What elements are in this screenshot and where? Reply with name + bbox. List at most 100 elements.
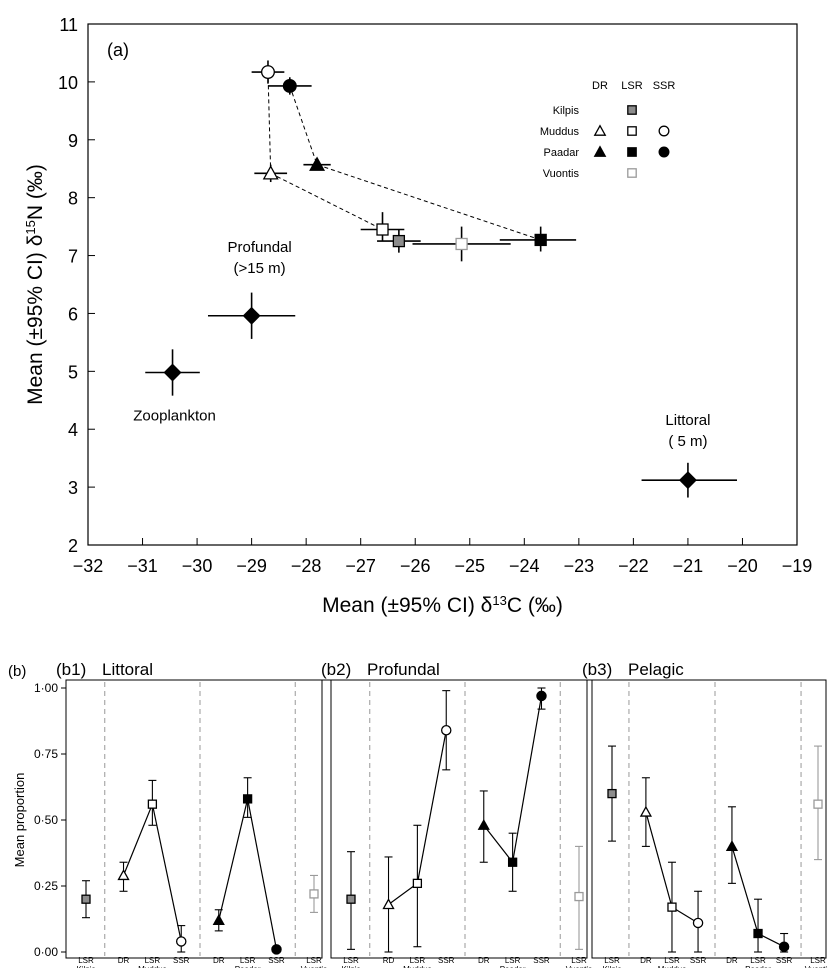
point-muddus-ssr-marker <box>261 65 275 80</box>
legend-column-header: SSR <box>653 80 676 92</box>
chart-b: (b) 0·00 0·25 0·50 0·75 1·00 Mean proportion (b… <box>8 660 828 968</box>
connector-paadar <box>289 85 541 241</box>
point-vuontis-lsr-marker <box>455 237 468 251</box>
panel-frame <box>330 679 588 959</box>
x-tick-label: −27 <box>345 556 376 576</box>
lake-group-label: Paadar <box>500 965 526 968</box>
x-tick-label: LSR <box>505 956 521 965</box>
point-muddus-dr-marker <box>117 869 130 881</box>
panel-b3: (b3)PelagicLSRDRLSRSSRDRLSRSSRLSRKilpisM… <box>582 660 828 968</box>
point-vuontis-lsr-marker <box>574 891 584 902</box>
point-muddus-ssr-marker <box>692 917 704 929</box>
lake-group-label: Paadar <box>745 965 771 968</box>
point-muddus-dr-marker <box>639 805 653 817</box>
y-tick-label: 8 <box>68 189 78 209</box>
y-tick-label: 11 <box>59 15 78 35</box>
lake-group-label: Muddus <box>138 965 166 968</box>
panel-label-b: (b) <box>8 663 26 680</box>
y-tick-label: 1·00 <box>34 681 58 695</box>
panel-title: Profundal <box>367 660 440 679</box>
lake-group-label: Muddus <box>403 965 431 968</box>
x-tick-label: −21 <box>673 556 704 576</box>
panel-title: Pelagic <box>628 660 684 679</box>
baseline-label: Profundal <box>228 239 292 256</box>
lake-group-label: Vuontis <box>566 965 592 968</box>
x-tick-label: SSR <box>690 956 707 965</box>
point-paadar-dr-marker <box>309 156 326 171</box>
chart-a: −32 −31 −30 −29 −28 −27 −26 −25 −24 −23 −22 −21 −20 −… <box>23 15 813 617</box>
connector-muddus <box>267 72 272 174</box>
y-tick-label: 0·50 <box>34 813 58 827</box>
point-paadar-dr-marker <box>477 818 490 830</box>
point-paadar-lsr-marker <box>507 857 518 867</box>
x-axis-label: Mean (±95% CI) δ13C (‰) <box>322 593 563 618</box>
y-tick-label: 9 <box>68 131 78 151</box>
point-kilpis-lsr-marker <box>346 894 356 904</box>
x-tick-label: −29 <box>236 556 267 576</box>
legend-marker <box>593 145 607 157</box>
x-tick-label: −25 <box>454 556 485 576</box>
x-tick-label: LSR <box>343 956 359 965</box>
x-tick-label: DR <box>478 956 490 965</box>
baseline-sublabel: ( 5 m) <box>668 433 707 450</box>
plot-frame-a <box>87 23 798 546</box>
legend-marker <box>627 147 637 157</box>
x-tick-label: DR <box>640 956 652 965</box>
point-muddus-ssr-marker <box>440 724 452 736</box>
y-axis-label: Mean proportion <box>12 773 27 868</box>
baseline-label: Littoral <box>665 412 710 429</box>
lake-group-label: Kilpis <box>602 965 621 968</box>
point-paadar-ssr-marker <box>282 78 297 93</box>
point-paadar-ssr-marker <box>271 944 282 955</box>
legend-marker <box>593 124 607 136</box>
panel-b2: (b2)ProfundalLSRRDLSRSSRDRLSRSSRLSRKilpi… <box>321 660 592 968</box>
x-tick-label: LSR <box>810 956 826 965</box>
x-tick-label: LSR <box>604 956 620 965</box>
x-tick-label: LSR <box>145 956 161 965</box>
y-tick-label: 4 <box>68 420 78 440</box>
lake-group-label: Vuontis <box>805 965 828 968</box>
x-tick-label: DR <box>213 956 225 965</box>
legend-marker <box>658 125 670 137</box>
baseline-littoral-marker <box>678 471 697 490</box>
point-muddus-lsr-marker <box>667 902 677 912</box>
point-paadar-ssr-marker <box>778 941 790 952</box>
legend-column-header: DR <box>592 80 608 92</box>
x-tick-label: SSR <box>268 956 285 965</box>
y-tick-label: 10 <box>58 73 78 93</box>
point-kilpis-lsr-marker <box>81 894 91 904</box>
y-tick-label: 0·75 <box>34 747 58 761</box>
panel-label-a: (a) <box>107 40 129 60</box>
legend-marker <box>658 146 670 158</box>
x-tick-label: −30 <box>182 556 213 576</box>
x-tick-label: −20 <box>727 556 758 576</box>
x-tick-label: RD <box>383 956 395 965</box>
panel-sublabel: (b1) <box>56 660 86 679</box>
lake-group-label: Kilpis <box>76 965 95 968</box>
point-vuontis-lsr-marker <box>309 889 319 899</box>
point-paadar-dr-marker <box>725 840 739 852</box>
point-paadar-dr-marker <box>212 913 225 925</box>
x-tick-label: LSR <box>750 956 766 965</box>
baseline-profundal-marker <box>242 306 261 325</box>
x-tick-label: LSR <box>571 956 587 965</box>
y-tick-label: 5 <box>68 362 78 382</box>
point-muddus-lsr-marker <box>376 223 389 236</box>
point-muddus-lsr-marker <box>147 799 158 809</box>
x-tick-label: −28 <box>291 556 322 576</box>
baseline-label: Zooplankton <box>133 407 216 424</box>
panel-frame <box>65 679 323 959</box>
legend-row-label: Vuontis <box>543 168 580 180</box>
panel-sublabel: (b2) <box>321 660 351 679</box>
x-tick-label: LSR <box>410 956 426 965</box>
point-muddus-ssr-marker <box>175 936 187 947</box>
baseline-sublabel: (>15 m) <box>234 260 286 277</box>
point-muddus-dr-marker <box>262 165 279 180</box>
legend-row-label: Kilpis <box>553 105 580 117</box>
y-tick-label: 3 <box>68 478 78 498</box>
panel-frame <box>591 679 827 959</box>
x-tick-label: SSR <box>533 956 550 965</box>
y-tick-label: 2 <box>68 536 78 556</box>
x-tick-label: LSR <box>306 956 322 965</box>
point-muddus-dr-marker <box>382 898 395 910</box>
